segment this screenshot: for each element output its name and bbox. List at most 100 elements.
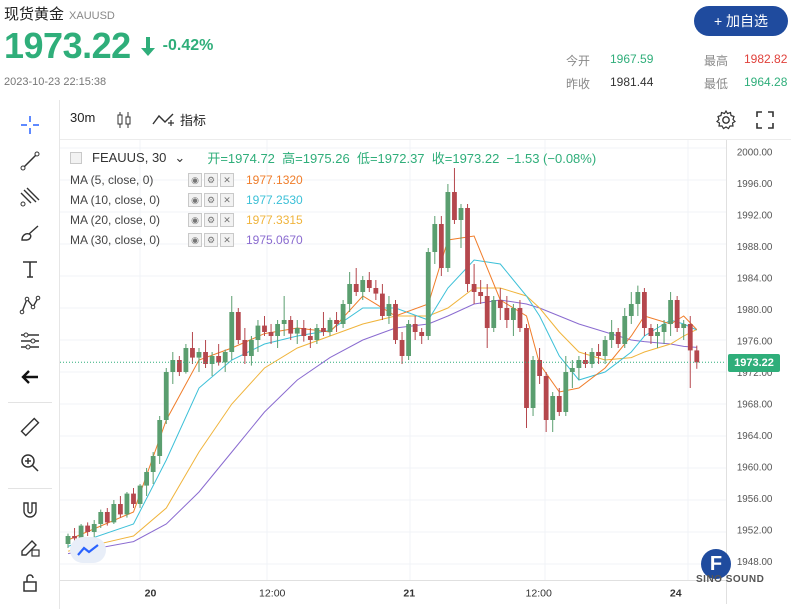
candle (517, 300, 523, 332)
candle (366, 272, 372, 292)
candle-body (432, 224, 438, 252)
candle-body (314, 328, 320, 340)
x-tick-label: 20 (145, 587, 157, 599)
y-tick-label: 1976.00 (737, 336, 773, 347)
candle (445, 184, 451, 272)
lock-draw-icon[interactable] (15, 533, 45, 561)
candle (275, 320, 280, 348)
y-tick-label: 1968.00 (737, 399, 773, 410)
candle (484, 284, 490, 348)
add-to-watchlist-button[interactable]: + 加自选 (694, 6, 788, 36)
candle-body (170, 360, 176, 372)
candle (249, 336, 254, 366)
prev-close-label: 昨收 (566, 77, 591, 91)
drawing-toolbar (0, 100, 60, 609)
candle-body (635, 292, 641, 304)
candle (268, 324, 274, 344)
candlestick-plot[interactable] (60, 140, 731, 580)
lock-icon[interactable] (15, 569, 45, 597)
close-icon[interactable]: ✕ (220, 173, 234, 187)
candle (622, 308, 628, 348)
close-icon[interactable]: ✕ (220, 233, 234, 247)
fullscreen-icon[interactable] (753, 108, 777, 132)
gear-icon[interactable]: ⚙ (204, 213, 218, 227)
candle-body (478, 292, 484, 296)
candle (563, 356, 569, 416)
candle-body (694, 350, 700, 363)
candle-body (530, 360, 536, 408)
candle-body (550, 396, 556, 420)
candle (399, 332, 405, 364)
candle-body (242, 340, 248, 356)
candle-body (642, 292, 647, 328)
price-axis[interactable]: 2000.00 1996.00 1992.00 1988.00 1984.00 1980.… (726, 140, 791, 604)
zoom-icon[interactable] (15, 449, 45, 477)
candle-body (655, 332, 660, 336)
ma-value: 1977.2530 (246, 193, 303, 207)
text-icon[interactable] (15, 255, 45, 283)
low-label: 最低 (704, 77, 729, 91)
eye-icon[interactable]: ◉ (188, 173, 202, 187)
candle-body (406, 324, 411, 356)
eye-icon[interactable]: ◉ (188, 193, 202, 207)
collapse-legend-icon[interactable] (70, 151, 82, 164)
trendline-icon[interactable] (15, 147, 45, 175)
candle-body (687, 324, 693, 351)
candle-body (648, 328, 654, 336)
ma-legend-row: MA (5, close, 0) ◉ ⚙ ✕ 1977.1320 (70, 173, 596, 187)
eye-icon[interactable]: ◉ (188, 233, 202, 247)
candle-body (203, 352, 208, 364)
candle (530, 356, 536, 416)
gear-icon[interactable]: ⚙ (204, 233, 218, 247)
candle (334, 312, 339, 332)
close-icon[interactable]: ✕ (220, 213, 234, 227)
toolbar-divider (8, 402, 52, 403)
candle-body (452, 192, 457, 220)
candle (163, 368, 169, 424)
chevron-down-icon[interactable]: ⌄ (174, 149, 186, 165)
candle-body (91, 524, 97, 532)
crosshair-icon[interactable] (15, 111, 45, 139)
measure-icon[interactable] (15, 327, 45, 355)
magnet-icon[interactable] (15, 497, 45, 525)
tradingview-logo-icon[interactable] (70, 537, 106, 563)
indicators-button[interactable]: 指标 (152, 110, 206, 129)
settings-icon[interactable] (714, 108, 738, 132)
candle-body (255, 325, 261, 340)
fib-icon[interactable] (15, 183, 45, 211)
candle (262, 316, 267, 336)
brush-icon[interactable] (15, 219, 45, 247)
candle-body (674, 300, 680, 328)
candle (419, 328, 425, 344)
chart-area[interactable]: 30m 指标 FEAUUS, 30 ⌄ 开=1974.72 高=1975.26 … (60, 100, 791, 609)
candle-body (458, 208, 464, 220)
low-value: 1964.28 (744, 75, 788, 89)
candle-type-icon[interactable] (116, 110, 132, 130)
ma-name: MA (10, close, 0) (70, 193, 161, 207)
candle (183, 344, 189, 374)
candle-body (556, 396, 562, 412)
candle-body (399, 340, 405, 356)
candle (281, 296, 287, 336)
candle-body (438, 224, 444, 268)
candle (524, 324, 529, 428)
gear-icon[interactable]: ⚙ (204, 173, 218, 187)
pattern-icon[interactable] (15, 291, 45, 319)
candle-body (347, 284, 353, 304)
candle (235, 308, 241, 344)
back-arrow-icon[interactable] (15, 363, 45, 391)
candle-body (386, 304, 392, 316)
close-icon[interactable]: ✕ (220, 193, 234, 207)
candle-body (412, 324, 418, 332)
ruler-icon[interactable] (15, 413, 45, 441)
gear-icon[interactable]: ⚙ (204, 193, 218, 207)
eye-icon[interactable]: ◉ (188, 213, 202, 227)
candle-body (262, 325, 267, 332)
candle-body (576, 360, 582, 368)
candle (340, 300, 346, 328)
y-tick-label: 1956.00 (737, 494, 773, 505)
time-axis[interactable]: 20 12:00 21 12:00 24 (60, 580, 726, 604)
candle (497, 288, 503, 320)
interval-select[interactable]: 30m (70, 110, 96, 125)
legend-ohlc: 开=1974.72 高=1975.26 低=1972.37 收=1973.22 … (207, 151, 597, 166)
